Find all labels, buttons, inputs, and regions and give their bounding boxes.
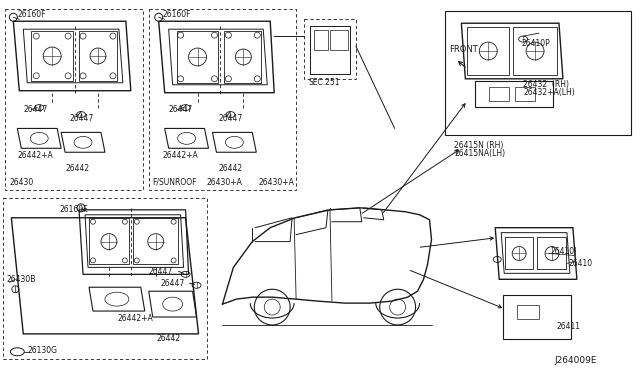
- Text: 26432  (RH): 26432 (RH): [523, 80, 569, 89]
- Text: 26447: 26447: [23, 105, 47, 114]
- Bar: [148, 9, 296, 190]
- Text: 26410P: 26410P: [521, 39, 550, 48]
- Text: 26430+A: 26430+A: [207, 177, 243, 186]
- Text: 26410: 26410: [569, 259, 593, 268]
- Text: 26447: 26447: [69, 114, 93, 123]
- Bar: [304, 19, 356, 79]
- Bar: [515, 87, 535, 101]
- Text: 26442: 26442: [218, 164, 243, 173]
- Text: 26160F: 26160F: [163, 10, 191, 19]
- Text: 26447: 26447: [148, 267, 173, 276]
- Text: 26411: 26411: [557, 323, 581, 331]
- Text: 26430: 26430: [10, 177, 34, 186]
- Text: 26415NA(LH): 26415NA(LH): [454, 149, 506, 158]
- Text: 26442+A: 26442+A: [163, 151, 198, 160]
- Bar: [517, 305, 539, 319]
- Text: 26447: 26447: [161, 279, 185, 288]
- Bar: [310, 26, 350, 74]
- Text: SEC.251: SEC.251: [308, 78, 340, 87]
- Text: 26430B: 26430B: [6, 275, 36, 284]
- Text: F/SUNROOF: F/SUNROOF: [153, 177, 197, 186]
- Text: 26442: 26442: [157, 334, 181, 343]
- Text: 26447: 26447: [169, 105, 193, 114]
- Text: 26442+A: 26442+A: [118, 314, 154, 324]
- Text: 26160F: 26160F: [59, 205, 88, 214]
- Bar: [445, 11, 630, 135]
- Bar: [330, 30, 348, 50]
- Text: 26447: 26447: [218, 114, 243, 123]
- Text: 26442: 26442: [65, 164, 89, 173]
- Text: 26130G: 26130G: [28, 346, 57, 355]
- Text: FRONT: FRONT: [449, 45, 478, 54]
- Text: 26160F: 26160F: [17, 10, 46, 19]
- Text: J264009E: J264009E: [554, 356, 596, 365]
- Bar: [489, 87, 509, 101]
- Bar: [314, 30, 328, 50]
- Text: 26432+A(LH): 26432+A(LH): [523, 88, 575, 97]
- Text: 26442+A: 26442+A: [17, 151, 53, 160]
- Text: 26430+A: 26430+A: [259, 177, 294, 186]
- Text: 26410J: 26410J: [551, 247, 577, 256]
- Text: 26415N (RH): 26415N (RH): [454, 141, 504, 150]
- Bar: [3, 198, 207, 359]
- Bar: [5, 9, 143, 190]
